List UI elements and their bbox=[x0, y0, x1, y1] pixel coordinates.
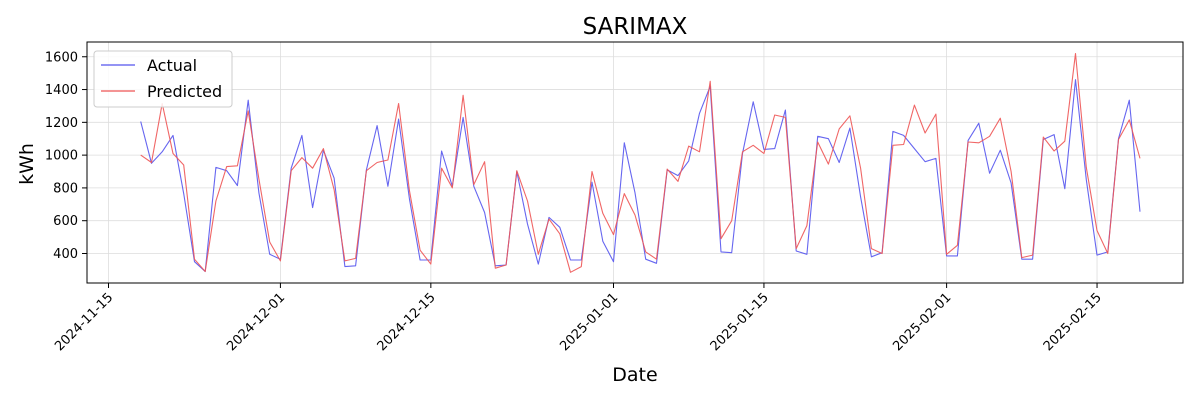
series-layer bbox=[140, 52, 1141, 273]
y-tick-label: 1400 bbox=[45, 83, 78, 98]
y-tick-label: 400 bbox=[53, 247, 78, 262]
x-axis: 2024-11-15 2024-12-01 2024-12-15 2025-01-01… bbox=[52, 283, 1105, 354]
y-tick-label: 800 bbox=[53, 181, 78, 196]
legend: Actual Predicted bbox=[93, 50, 233, 108]
y-tick-label: 1200 bbox=[45, 116, 78, 131]
x-tick-label: 2024-12-01 bbox=[224, 290, 288, 354]
y-axis: 400 600 800 1000 1200 1400 1600 bbox=[45, 50, 87, 262]
x-tick-label: 2024-12-15 bbox=[375, 290, 439, 354]
x-tick-label: 2025-02-15 bbox=[1041, 290, 1105, 354]
x-tick-label: 2024-11-15 bbox=[52, 290, 116, 354]
x-tick-label: 2025-02-01 bbox=[890, 290, 954, 354]
chart-title: SARIMAX bbox=[583, 14, 688, 40]
series-line-predicted bbox=[140, 52, 1141, 273]
y-tick-label: 1000 bbox=[45, 149, 78, 164]
y-tick-label: 1600 bbox=[45, 50, 78, 65]
plot-area bbox=[86, 41, 1184, 284]
x-axis-title: Date bbox=[612, 364, 657, 386]
x-tick-label: 2025-01-01 bbox=[557, 290, 621, 354]
series-line-actual bbox=[140, 79, 1141, 273]
y-tick-label: 600 bbox=[53, 214, 78, 229]
y-axis-title: kWh bbox=[16, 143, 38, 185]
grid-lines bbox=[87, 42, 1183, 283]
legend-label-actual: Actual bbox=[147, 56, 197, 75]
x-tick-label: 2025-01-15 bbox=[708, 290, 772, 354]
legend-label-predicted: Predicted bbox=[147, 82, 222, 101]
